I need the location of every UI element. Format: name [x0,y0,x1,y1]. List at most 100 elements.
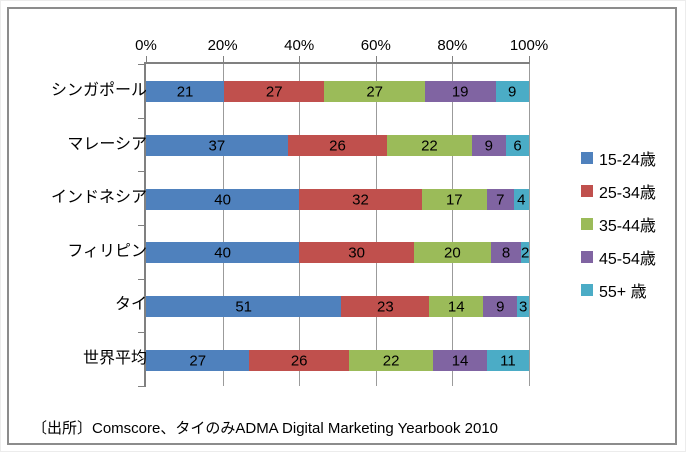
legend-color-swatch-icon [581,283,593,296]
legend-color-swatch-icon [581,250,593,263]
bar-value-label: 22 [382,352,400,369]
bar-segment: 26 [287,135,388,156]
legend-label: 15-24歳 [599,151,656,169]
bar-segment: 22 [387,135,472,156]
bar-value-label: 7 [496,191,505,208]
x-tick-label: 80% [437,37,468,54]
bar-value-label: 9 [496,298,505,315]
bar-segment: 19 [424,81,496,102]
bar-segment: 14 [429,296,484,317]
bar-value-label: 20 [444,244,461,261]
legend-label: 25-34歳 [599,184,656,202]
bar-value-label: 22 [421,137,438,154]
legend-label: 45-54歳 [599,250,656,268]
bar-value-label: 30 [348,244,365,261]
x-axis-tick [299,56,301,64]
bar-row: 40 32 17 7 4 [146,189,529,210]
x-gridline [299,64,301,386]
bar-segment: 30 [299,242,415,263]
bar-segment: 23 [341,296,430,317]
bar-value-label: 6 [513,137,522,154]
bar-value-label: 40 [214,191,231,208]
x-tick-label: 60% [360,37,391,54]
bar-segment: 21 [146,81,225,102]
bar-row: 27 26 22 14 11 [146,350,529,371]
x-tick-label: 40% [284,37,315,54]
bar-segment: 14 [433,350,487,371]
legend-color-swatch-icon [581,184,593,197]
x-axis-tick [452,56,454,64]
bar-value-label: 4 [517,191,526,208]
bar-segment: 26 [249,350,349,371]
y-axis-tick [138,225,146,226]
bar-segment: 9 [471,135,506,156]
x-gridline [529,64,530,386]
legend-color-swatch-icon [581,151,593,164]
bar-value-label: 26 [329,137,346,154]
x-axis-line [144,62,529,64]
category-label: 世界平均 [82,350,147,367]
bar-segment: 6 [506,135,529,156]
bar-segment: 40 [146,189,300,210]
y-axis-tick [138,386,146,387]
x-gridline [222,64,224,386]
legend-color-swatch-icon [581,217,593,230]
bar-value-label: 8 [501,244,511,261]
bar-value-label: 9 [484,137,493,154]
chart-frame: 0% 20% 40% 60% 80% 100% シンガポール マレーシア インドネシア フィリピ… [7,7,677,445]
y-axis-tick [138,171,146,172]
y-axis-tick [138,332,146,333]
bar-value-label: 19 [451,83,469,100]
bar-segment: 3 [517,296,529,317]
bar-value-label: 21 [176,83,194,100]
bar-segment: 20 [414,242,491,263]
category-label: タイ [114,296,147,313]
bar-segment: 17 [421,189,487,210]
legend-item: 45-54歳 [581,240,656,273]
x-tick-label: 100% [509,37,549,54]
bar-value-label: 14 [451,352,469,369]
bar-segment: 7 [486,189,514,210]
bar-segment: 9 [495,81,529,102]
y-axis-tick [138,118,146,119]
x-axis-tick [375,56,377,64]
bar-row: 51 23 14 9 3 [146,296,529,317]
bar-segment: 32 [299,189,422,210]
bar-value-label: 23 [377,298,394,315]
legend: 15-24歳 25-34歳 35-44歳 45-54歳 55+ 歳 [581,141,656,306]
legend-item: 55+ 歳 [581,273,656,306]
bar-value-label: 17 [445,191,463,208]
bar-value-label: 40 [214,244,231,261]
bar-segment: 40 [146,242,300,263]
bar-segment: 9 [483,296,518,317]
bar-segment: 37 [146,135,288,156]
x-axis-tick [529,56,530,64]
bar-value-label: 27 [366,83,383,100]
y-axis-tick [138,64,146,65]
bar-row: 21 27 27 19 9 [146,81,529,102]
category-label: シンガポール [50,82,147,99]
y-axis-line [144,62,146,386]
bar-value-label: 27 [265,83,283,100]
bar-segment: 4 [513,189,529,210]
bar-value-label: 37 [208,137,226,154]
bar-segment: 11 [486,350,529,371]
legend-item: 25-34歳 [581,174,656,207]
x-axis-tick [222,56,224,64]
bar-segment: 27 [224,81,325,102]
legend-label: 35-44歳 [599,217,656,235]
category-label: インドネシア [50,189,147,206]
x-axis-tick [146,56,147,64]
bar-value-label: 14 [447,298,465,315]
x-gridline [452,64,454,386]
bar-value-label: 11 [500,352,516,369]
bar-row: 37 26 22 9 6 [146,135,529,156]
x-gridline [375,64,377,386]
bar-value-label: 3 [519,298,528,315]
bar-segment: 51 [146,296,342,317]
bar-segment: 22 [348,350,434,371]
x-tick-label: 20% [207,37,238,54]
bar-value-label: 2 [520,244,530,261]
bar-value-label: 32 [352,191,369,208]
